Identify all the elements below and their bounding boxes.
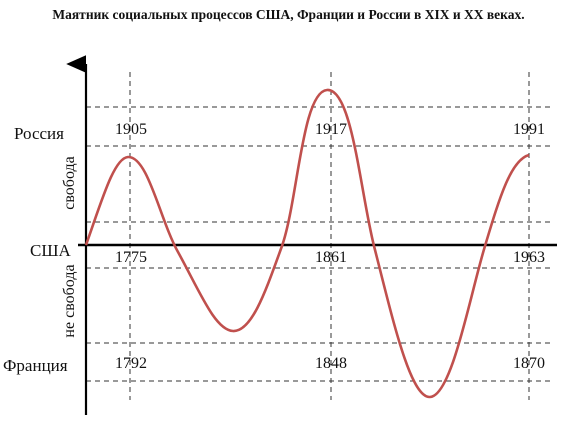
year-russia-3: 1991 xyxy=(513,121,545,138)
year-france-2: 1848 xyxy=(315,355,347,372)
year-france-1: 1792 xyxy=(115,355,147,372)
year-russia-2: 1917 xyxy=(315,121,347,138)
axis-label-non-freedom: не свобода xyxy=(61,264,78,337)
vertical-guides xyxy=(129,72,530,400)
year-usa-1: 1775 xyxy=(115,249,147,266)
axis-label-freedom: свобода xyxy=(61,156,78,209)
year-usa-3: 1963 xyxy=(513,249,545,266)
row-label-usa: США xyxy=(30,241,71,260)
row-label-russia: Россия xyxy=(14,124,64,143)
year-france-3: 1870 xyxy=(513,355,545,372)
pendulum-curve xyxy=(84,88,530,399)
row-label-france: Франция xyxy=(3,356,68,375)
diagram-title: Маятник социальных процессов США, Франци… xyxy=(52,7,525,22)
year-usa-2: 1861 xyxy=(315,249,347,266)
year-russia-1: 1905 xyxy=(115,121,147,138)
